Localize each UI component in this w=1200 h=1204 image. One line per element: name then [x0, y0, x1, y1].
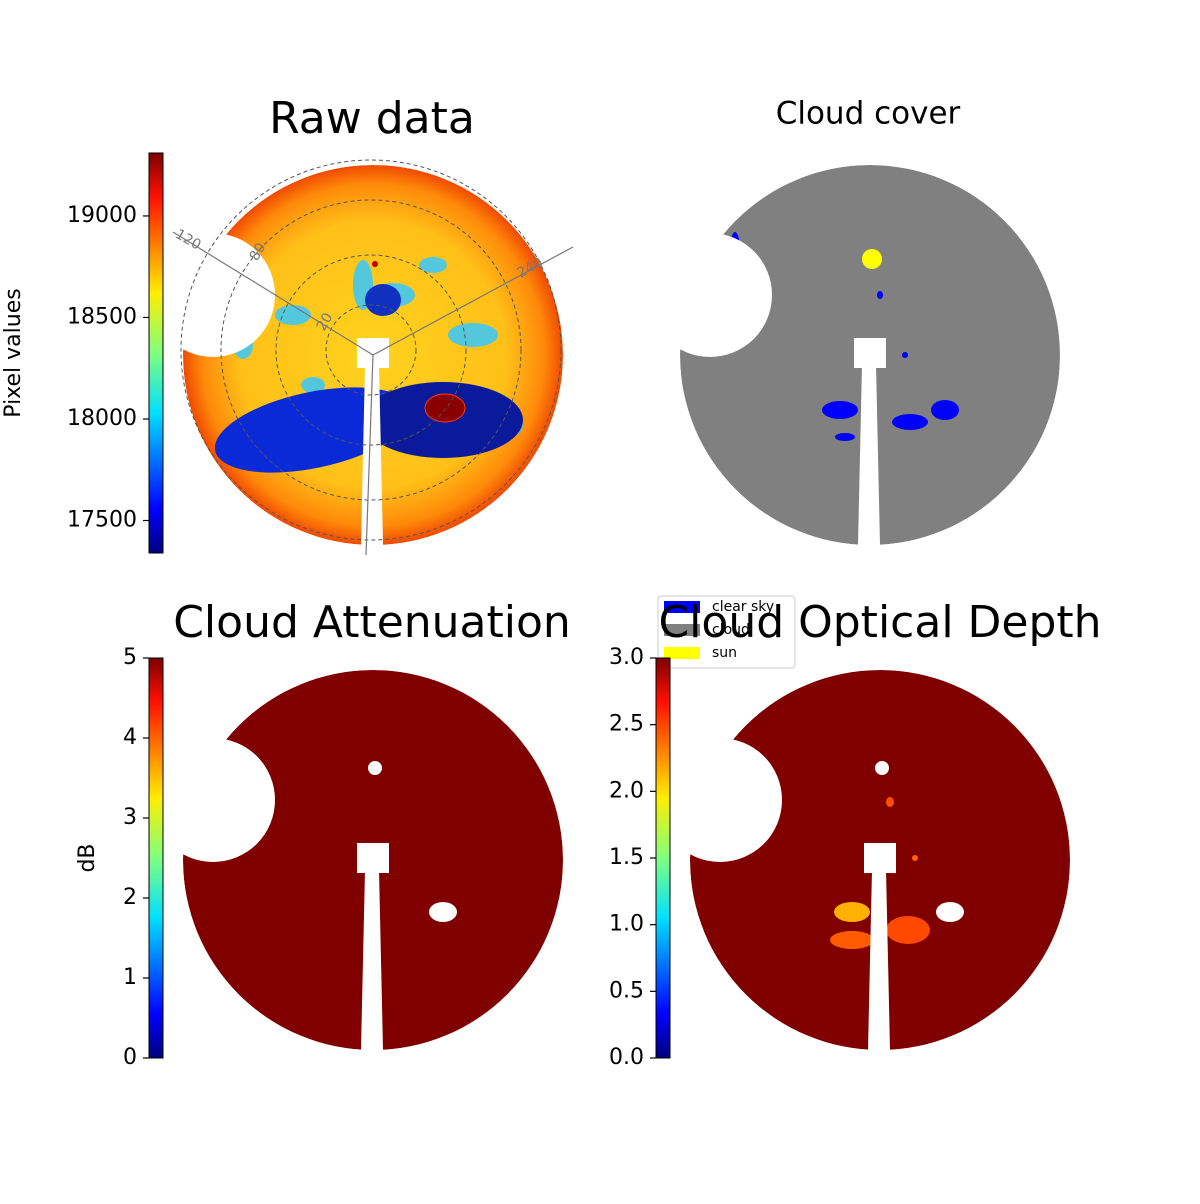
legend-label: clear sky — [712, 599, 774, 615]
image-blob — [822, 401, 858, 419]
sun — [862, 249, 882, 269]
colorbar-tick-label: 0.5 — [609, 978, 644, 1003]
colorbar-tick-label: 2.0 — [609, 778, 644, 803]
legend-swatch — [664, 647, 700, 659]
colorbar — [148, 152, 164, 554]
image-blob — [372, 261, 378, 267]
image-blob — [429, 902, 457, 922]
camera-mount — [864, 843, 896, 873]
image-blob — [892, 414, 928, 430]
camera-mount — [357, 843, 389, 873]
polar-label: 80 — [247, 240, 270, 263]
colorbar-tick-label: 4 — [123, 725, 137, 750]
colorbar-tick-label: 2.5 — [609, 712, 644, 737]
camera-arm — [858, 365, 880, 545]
image-blob — [886, 916, 930, 944]
image-blob — [424, 393, 466, 423]
panel-title: Cloud cover — [776, 96, 961, 132]
polar-ring — [220, 199, 522, 501]
legend-label: cloud — [712, 622, 750, 638]
sun-mask — [875, 761, 889, 775]
colorbar-tick-label: 3 — [123, 805, 137, 830]
image-blob — [902, 352, 908, 358]
colorbar-tick-label: 3.0 — [609, 645, 644, 670]
image-blob — [936, 902, 964, 922]
image-blob — [365, 284, 401, 316]
colorbar-tick-label: 1 — [123, 965, 137, 990]
panel-title: Raw data — [269, 93, 475, 144]
camera-arm — [361, 870, 383, 1050]
legend-swatch — [664, 601, 700, 613]
image-blob — [912, 855, 918, 861]
colorbar-tick-label: 2 — [123, 885, 137, 910]
polar-axis — [365, 354, 374, 556]
panel-title: Cloud Attenuation — [173, 597, 571, 648]
colorbar-tick-label: 1.0 — [609, 912, 644, 937]
image-blob — [275, 305, 311, 325]
colorbar-label: dB — [75, 843, 100, 872]
legend-label: sun — [712, 645, 737, 661]
image-blob — [214, 387, 412, 473]
image-blob — [301, 377, 325, 393]
image-blob — [729, 232, 741, 288]
colorbar-tick-label: 19000 — [67, 203, 137, 228]
colorbar-label: Pixel values — [1, 288, 26, 417]
sky-panel — [690, 670, 1070, 1050]
sky-panel — [183, 670, 563, 1050]
image-blob — [931, 400, 959, 420]
colorbar-tick-label: 18000 — [67, 406, 137, 431]
camera-arm — [868, 870, 890, 1050]
sun-mask — [368, 761, 382, 775]
panel-title: Cloud Optical Depth — [658, 597, 1101, 648]
camera-mount — [854, 338, 886, 368]
image-blob — [830, 931, 874, 949]
image-blob — [448, 323, 498, 347]
polar-label: 20 — [314, 310, 337, 333]
image-blob — [886, 797, 894, 807]
image-blob — [419, 257, 447, 273]
colorbar-tick-label: 17500 — [67, 508, 137, 533]
polar-axis — [172, 231, 374, 356]
colorbar — [655, 657, 671, 1059]
colorbar-tick-label: 1.5 — [609, 845, 644, 870]
image-blob — [233, 331, 253, 359]
colorbar-tick-label: 18500 — [67, 304, 137, 329]
colorbar-tick-label: 0 — [123, 1045, 137, 1070]
image-blob — [834, 902, 870, 922]
polar-axis — [372, 246, 574, 356]
colorbar-tick-label: 5 — [123, 645, 137, 670]
polar-ring — [275, 254, 467, 446]
sky-panel — [680, 165, 1060, 545]
legend-swatch — [664, 624, 700, 636]
image-blob — [877, 291, 883, 299]
colorbar-tick-label: 0.0 — [609, 1045, 644, 1070]
polar-label: 120 — [172, 226, 203, 253]
colorbar — [148, 657, 164, 1059]
image-blob — [835, 433, 855, 441]
polar-ring — [180, 159, 562, 541]
